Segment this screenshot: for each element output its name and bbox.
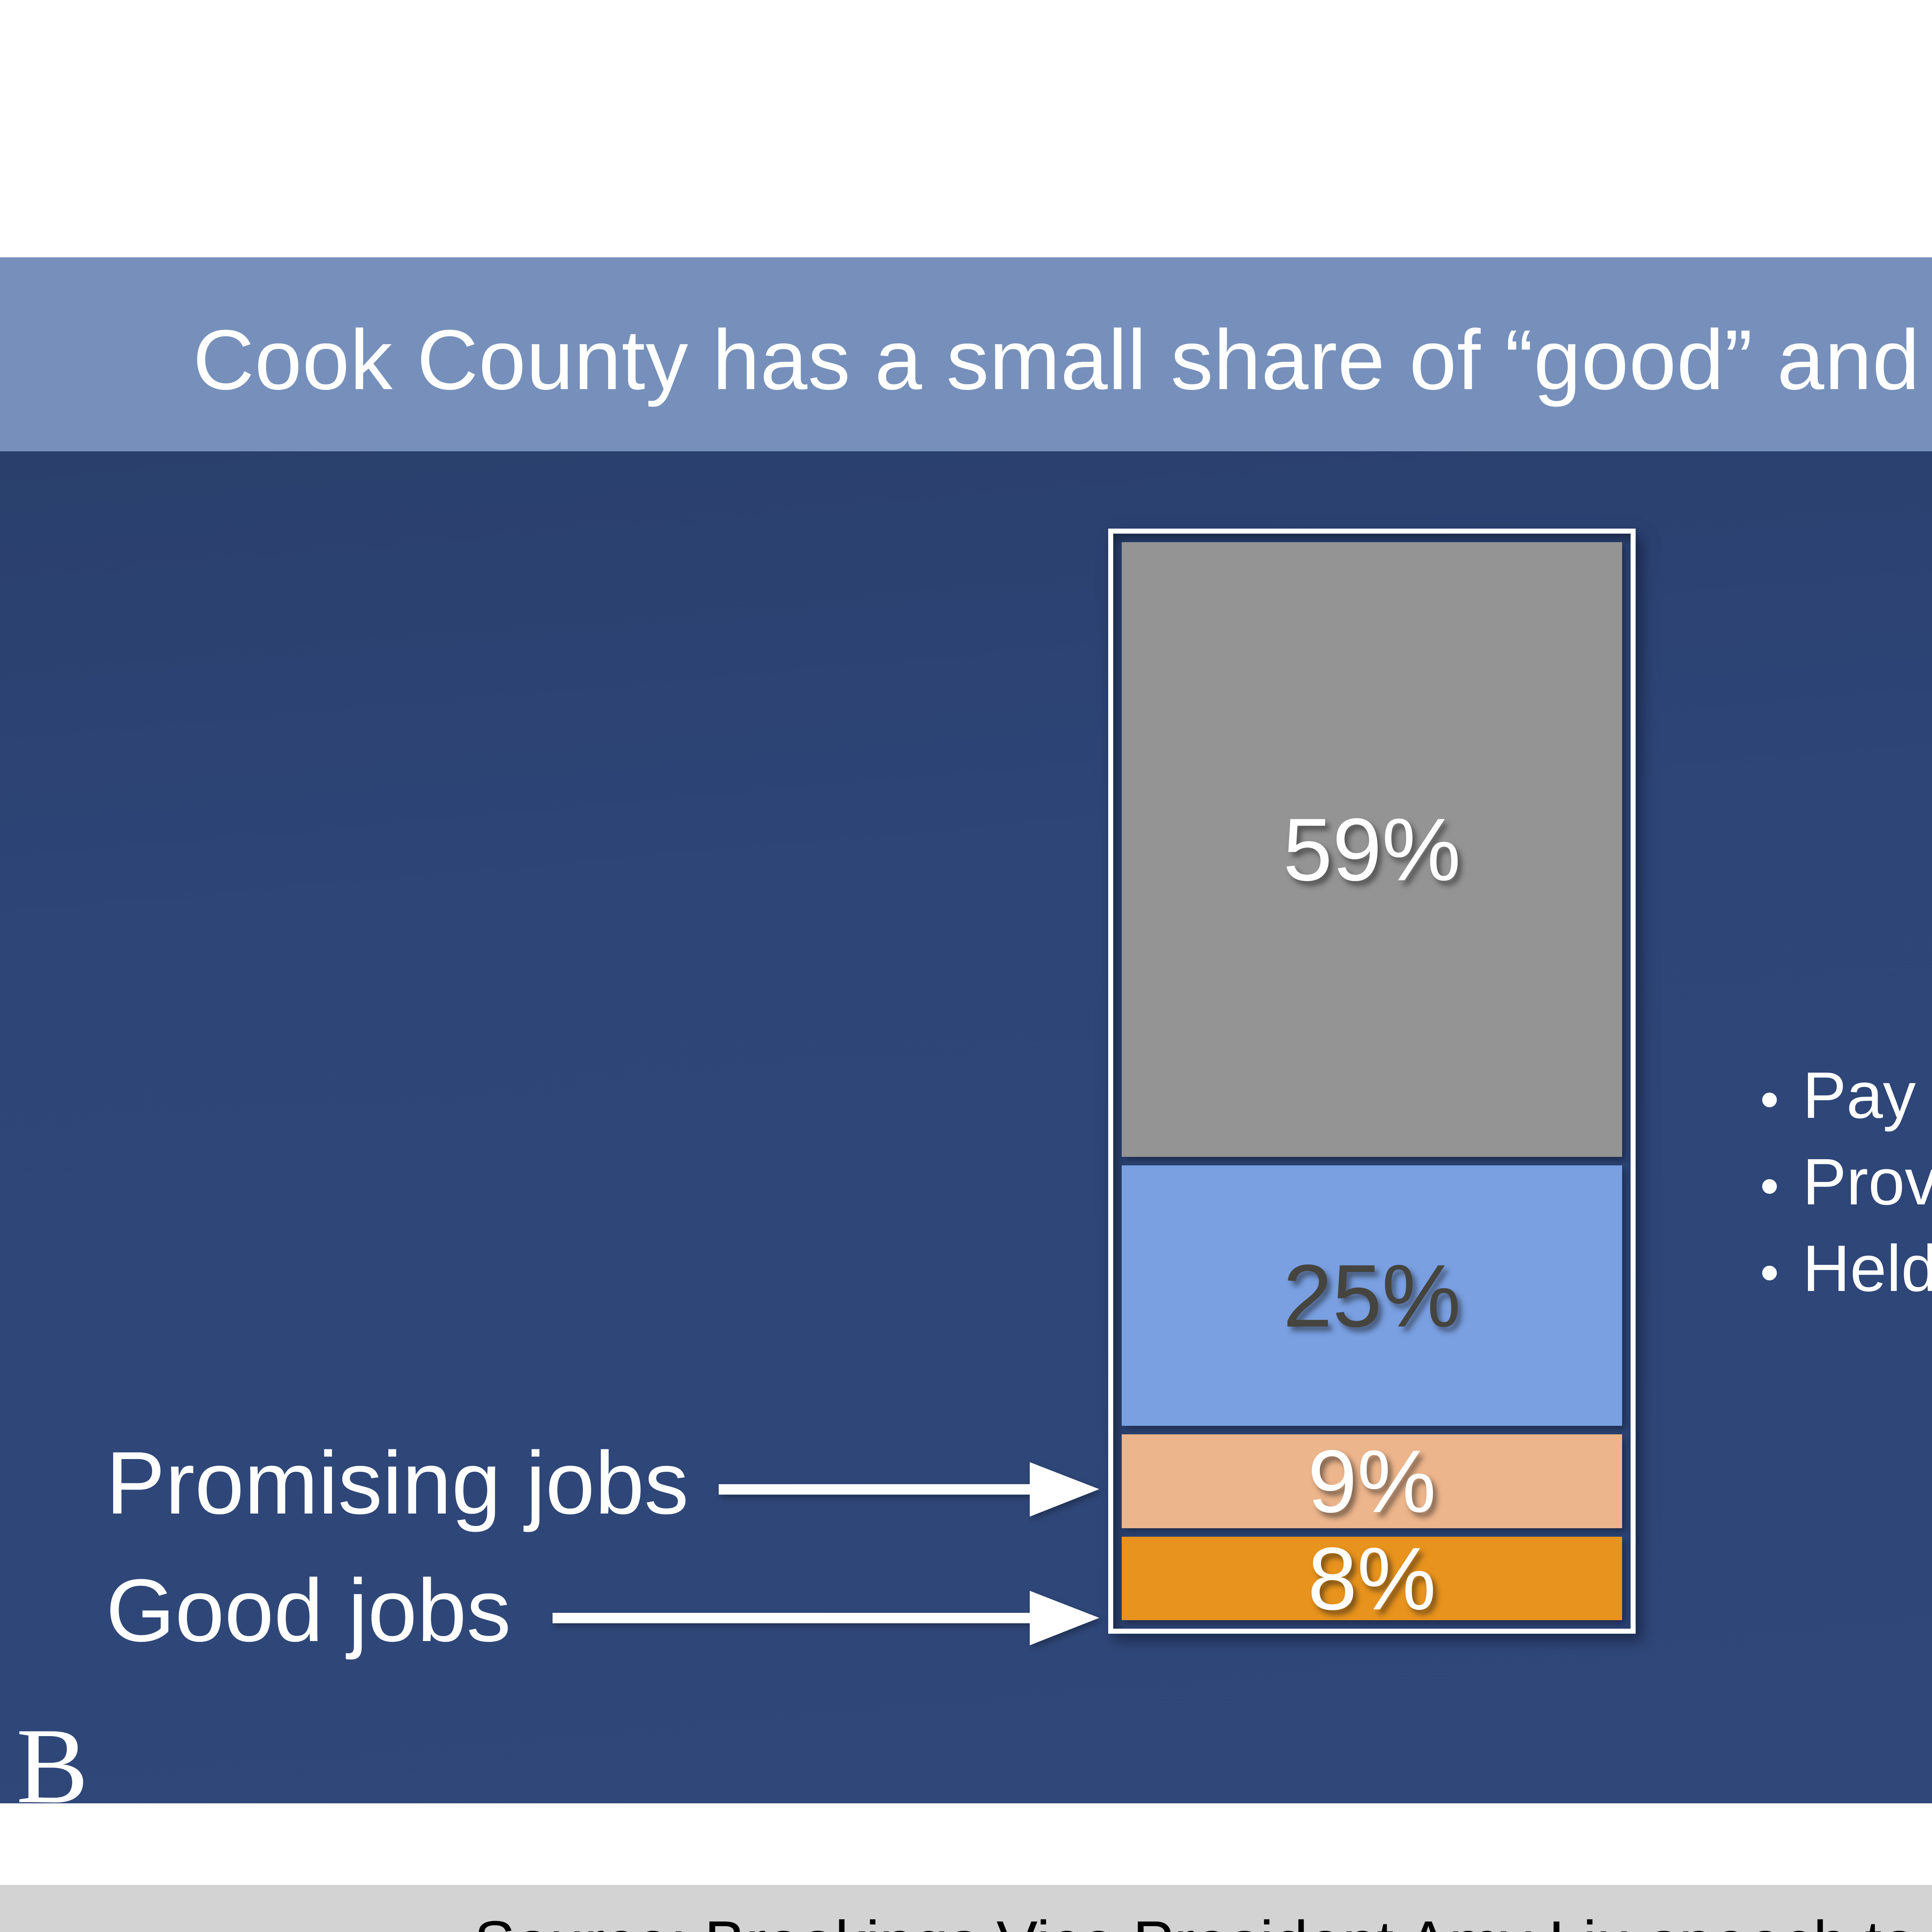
stacked-bar-chart-inner: 59% 25% 9% 8% bbox=[1113, 534, 1631, 1629]
bullet-text: Held by sub-B.A. workers bbox=[1803, 1232, 1932, 1305]
header-band: Cook County has a small share of “good” … bbox=[0, 257, 1932, 451]
bullet-item-workers: • Held by sub-B.A. workers bbox=[1760, 1227, 1932, 1314]
bullet-item-insurance: • Provide health insurance bbox=[1760, 1141, 1932, 1227]
stacked-bar-chart-frame: 59% 25% 9% 8% bbox=[1108, 529, 1636, 1634]
source-text: Source: Brookings Vice President Amy Liu… bbox=[0, 1885, 1932, 1932]
segment-label-9: 9% bbox=[1308, 1432, 1436, 1531]
bullet-text: Provide health insurance bbox=[1803, 1145, 1932, 1219]
brookings-logo-letter: B bbox=[16, 1706, 88, 1826]
bullet-marker-icon: • bbox=[1760, 1155, 1779, 1216]
bullet-item-wage: • Pay family-supporting wage bbox=[1760, 1054, 1932, 1141]
stacked-bar: 59% 25% 9% 8% bbox=[1122, 542, 1622, 1628]
bar-segment-25: 25% bbox=[1122, 1165, 1622, 1426]
bar-segment-8-good: 8% bbox=[1122, 1529, 1622, 1628]
bullet-marker-icon: • bbox=[1760, 1242, 1779, 1303]
good-jobs-arrow-icon bbox=[553, 1591, 1099, 1645]
bullet-text: Pay family-supporting wage bbox=[1803, 1059, 1932, 1132]
main-content-area: 59% 25% 9% 8% Promising jobs bbox=[0, 451, 1932, 1820]
good-jobs-heading: Good jobs: bbox=[1930, 838, 1932, 949]
bar-segment-9-promising: 9% bbox=[1122, 1432, 1622, 1531]
promising-jobs-arrow-icon bbox=[719, 1462, 1099, 1517]
slide-title: Cook County has a small share of “good” … bbox=[193, 312, 1932, 407]
callout-label-promising-jobs: Promising jobs bbox=[106, 1433, 689, 1532]
footer-band: Source: Brookings Vice President Amy Liu… bbox=[0, 1885, 1932, 1932]
callout-label-good-jobs: Good jobs bbox=[106, 1561, 511, 1660]
source-line-1: Source: Brookings Vice President Amy Liu… bbox=[0, 1905, 1932, 1932]
segment-label-59: 59% bbox=[1283, 800, 1461, 899]
segment-label-8: 8% bbox=[1308, 1529, 1436, 1628]
bar-segment-59: 59% bbox=[1122, 542, 1622, 1157]
bullet-marker-icon: • bbox=[1760, 1069, 1779, 1129]
good-jobs-bullet-list: • Pay family-supporting wage • Provide hea… bbox=[1760, 1054, 1932, 1314]
segment-label-25: 25% bbox=[1283, 1246, 1461, 1345]
